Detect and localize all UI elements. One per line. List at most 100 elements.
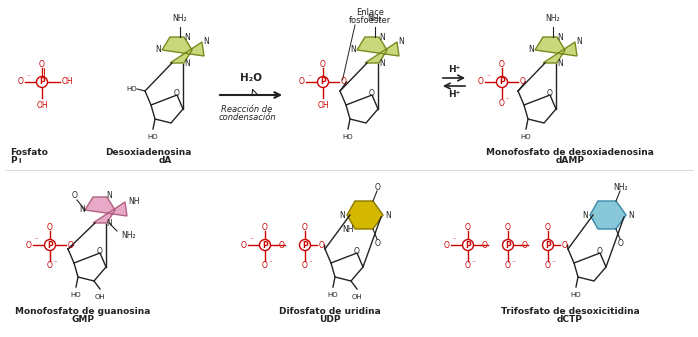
Text: O: O <box>302 262 308 271</box>
Text: NH₂: NH₂ <box>546 14 560 23</box>
Text: N: N <box>79 206 85 214</box>
Text: O: O <box>545 262 551 271</box>
Text: O: O <box>618 239 624 247</box>
Text: H⁺: H⁺ <box>448 90 460 99</box>
Text: P: P <box>47 241 53 249</box>
Text: O: O <box>68 241 73 249</box>
Text: P: P <box>262 241 268 249</box>
Text: N: N <box>628 211 634 219</box>
Text: N: N <box>379 32 385 41</box>
Text: O: O <box>72 191 78 201</box>
Text: P: P <box>39 78 45 87</box>
Text: N: N <box>557 59 563 67</box>
Polygon shape <box>331 253 363 281</box>
Text: N: N <box>184 32 190 41</box>
Text: Trifosfato de desoxicitidina: Trifosfato de desoxicitidina <box>500 307 639 316</box>
Text: fosfoéster: fosfoéster <box>349 16 391 25</box>
Text: P: P <box>505 241 511 249</box>
Text: P: P <box>499 78 505 87</box>
Text: N: N <box>106 219 112 228</box>
Text: N: N <box>350 45 356 55</box>
Text: N: N <box>155 45 161 55</box>
Polygon shape <box>574 253 606 281</box>
Text: Monofosfato de desoxiadenosina: Monofosfato de desoxiadenosina <box>486 148 654 157</box>
Polygon shape <box>151 95 183 123</box>
Text: P: P <box>320 78 326 87</box>
Text: O: O <box>262 262 268 271</box>
Text: ⁻: ⁻ <box>452 237 456 243</box>
Text: O: O <box>547 90 553 98</box>
Text: ⁻: ⁻ <box>27 74 31 80</box>
Polygon shape <box>524 95 556 123</box>
Text: H⁺: H⁺ <box>448 65 460 74</box>
Text: OH: OH <box>317 101 329 111</box>
Text: HO: HO <box>126 86 137 92</box>
Text: N: N <box>582 211 588 219</box>
Text: O: O <box>26 241 31 249</box>
Text: N: N <box>385 211 391 219</box>
Text: O: O <box>561 241 567 249</box>
Text: ⁻: ⁻ <box>309 261 313 267</box>
Text: NH₂: NH₂ <box>121 231 135 240</box>
Text: O: O <box>320 60 326 69</box>
Text: ⁻: ⁻ <box>506 97 510 103</box>
Text: O: O <box>17 78 24 87</box>
Text: O: O <box>262 223 268 232</box>
Text: ⁻: ⁻ <box>308 74 311 80</box>
Polygon shape <box>347 201 383 229</box>
Text: O: O <box>279 241 284 249</box>
Text: P: P <box>302 241 308 249</box>
Text: ⁻: ⁻ <box>269 261 273 267</box>
Polygon shape <box>346 95 378 123</box>
Polygon shape <box>357 37 399 63</box>
Text: ⁻: ⁻ <box>54 261 58 267</box>
Text: ⁻: ⁻ <box>35 237 38 243</box>
Polygon shape <box>162 37 204 63</box>
Text: O: O <box>545 223 551 232</box>
Polygon shape <box>535 37 577 63</box>
Polygon shape <box>590 201 626 229</box>
Polygon shape <box>74 253 106 281</box>
Text: dCTP: dCTP <box>557 315 583 324</box>
Text: O: O <box>369 90 375 98</box>
Text: OH: OH <box>352 294 362 300</box>
Text: ⁻: ⁻ <box>552 261 556 267</box>
Text: N: N <box>106 191 112 201</box>
Text: O: O <box>47 262 53 271</box>
Text: O: O <box>505 223 511 232</box>
Text: O: O <box>465 223 471 232</box>
Text: i: i <box>18 158 20 164</box>
Text: GMP: GMP <box>71 315 94 324</box>
Text: O: O <box>39 60 45 69</box>
Text: O: O <box>174 90 180 98</box>
Text: O: O <box>302 223 308 232</box>
Text: O: O <box>519 78 526 87</box>
Text: Monofosfato de guanosina: Monofosfato de guanosina <box>15 307 151 316</box>
Text: NH₂: NH₂ <box>368 14 383 23</box>
Text: P: P <box>465 241 471 249</box>
Text: O: O <box>354 247 360 256</box>
Circle shape <box>299 240 311 250</box>
Polygon shape <box>85 197 127 223</box>
Text: HO: HO <box>70 292 81 298</box>
Text: HO: HO <box>343 134 353 140</box>
Text: O: O <box>299 78 304 87</box>
Circle shape <box>45 240 56 250</box>
Text: O: O <box>444 241 450 249</box>
Text: O: O <box>97 247 103 256</box>
Text: HO: HO <box>521 134 531 140</box>
Text: dA: dA <box>158 156 172 165</box>
Text: N: N <box>203 37 209 47</box>
Circle shape <box>318 76 329 88</box>
Text: dAMP: dAMP <box>556 156 584 165</box>
Text: ⁻: ⁻ <box>512 261 516 267</box>
Text: condensación: condensación <box>218 113 276 122</box>
Text: O: O <box>47 223 53 232</box>
Text: Desoxiadenosina: Desoxiadenosina <box>105 148 191 157</box>
Text: ⁻: ⁻ <box>250 237 253 243</box>
Text: OH: OH <box>95 294 105 300</box>
Text: N: N <box>398 37 404 47</box>
Text: N: N <box>379 59 385 67</box>
Text: O: O <box>465 262 471 271</box>
Text: O: O <box>477 78 484 87</box>
